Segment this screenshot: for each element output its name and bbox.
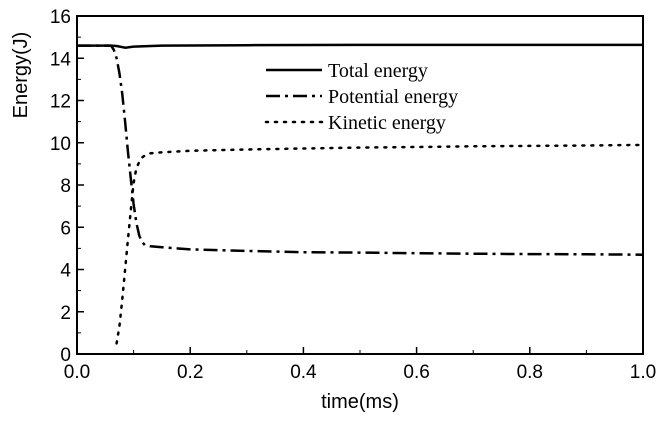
y-tick-label: 8 [60,176,71,197]
series-kinetic-energy [115,143,645,345]
y-tick-label: 10 [50,134,71,155]
x-tick-label: 0.8 [517,362,543,383]
x-axis-title: time(ms) [321,391,399,413]
legend-label: Potential energy [328,86,458,108]
x-tick-label: 0.2 [177,362,203,383]
legend-label: Kinetic energy [328,112,446,134]
x-axis-ticks: 0.0 0.2 0.4 0.6 0.8 1.0 [64,347,656,383]
legend-label: Total energy [328,60,428,82]
x-tick-label: 1.0 [630,362,656,383]
y-tick-label: 4 [60,261,71,282]
y-tick-label: 12 [50,92,71,113]
y-tick-label: 0 [60,345,71,366]
x-tick-label: 0.6 [403,362,429,383]
legend-item-potential-energy: Potential energy [266,86,458,108]
series-potential-energy [77,44,644,256]
x-tick-label: 0.4 [290,362,317,383]
plot-area-frame [76,15,644,355]
y-tick-label: 2 [60,303,71,324]
legend-item-kinetic-energy: Kinetic energy [264,112,446,134]
y-axis-title: Energy(J) [10,32,32,119]
y-axis-ticks: 0 2 4 6 8 10 12 14 16 [50,7,84,366]
legend: Total energy Potential energy Kinetic ener… [264,60,458,134]
legend-item-total-energy: Total energy [266,60,428,82]
y-tick-label: 14 [50,49,72,70]
series-layer [77,43,645,345]
y-tick-label: 6 [60,218,71,239]
y-tick-label: 16 [50,7,71,28]
x-tick-label: 0.0 [64,362,90,383]
series-total-energy [77,43,643,49]
